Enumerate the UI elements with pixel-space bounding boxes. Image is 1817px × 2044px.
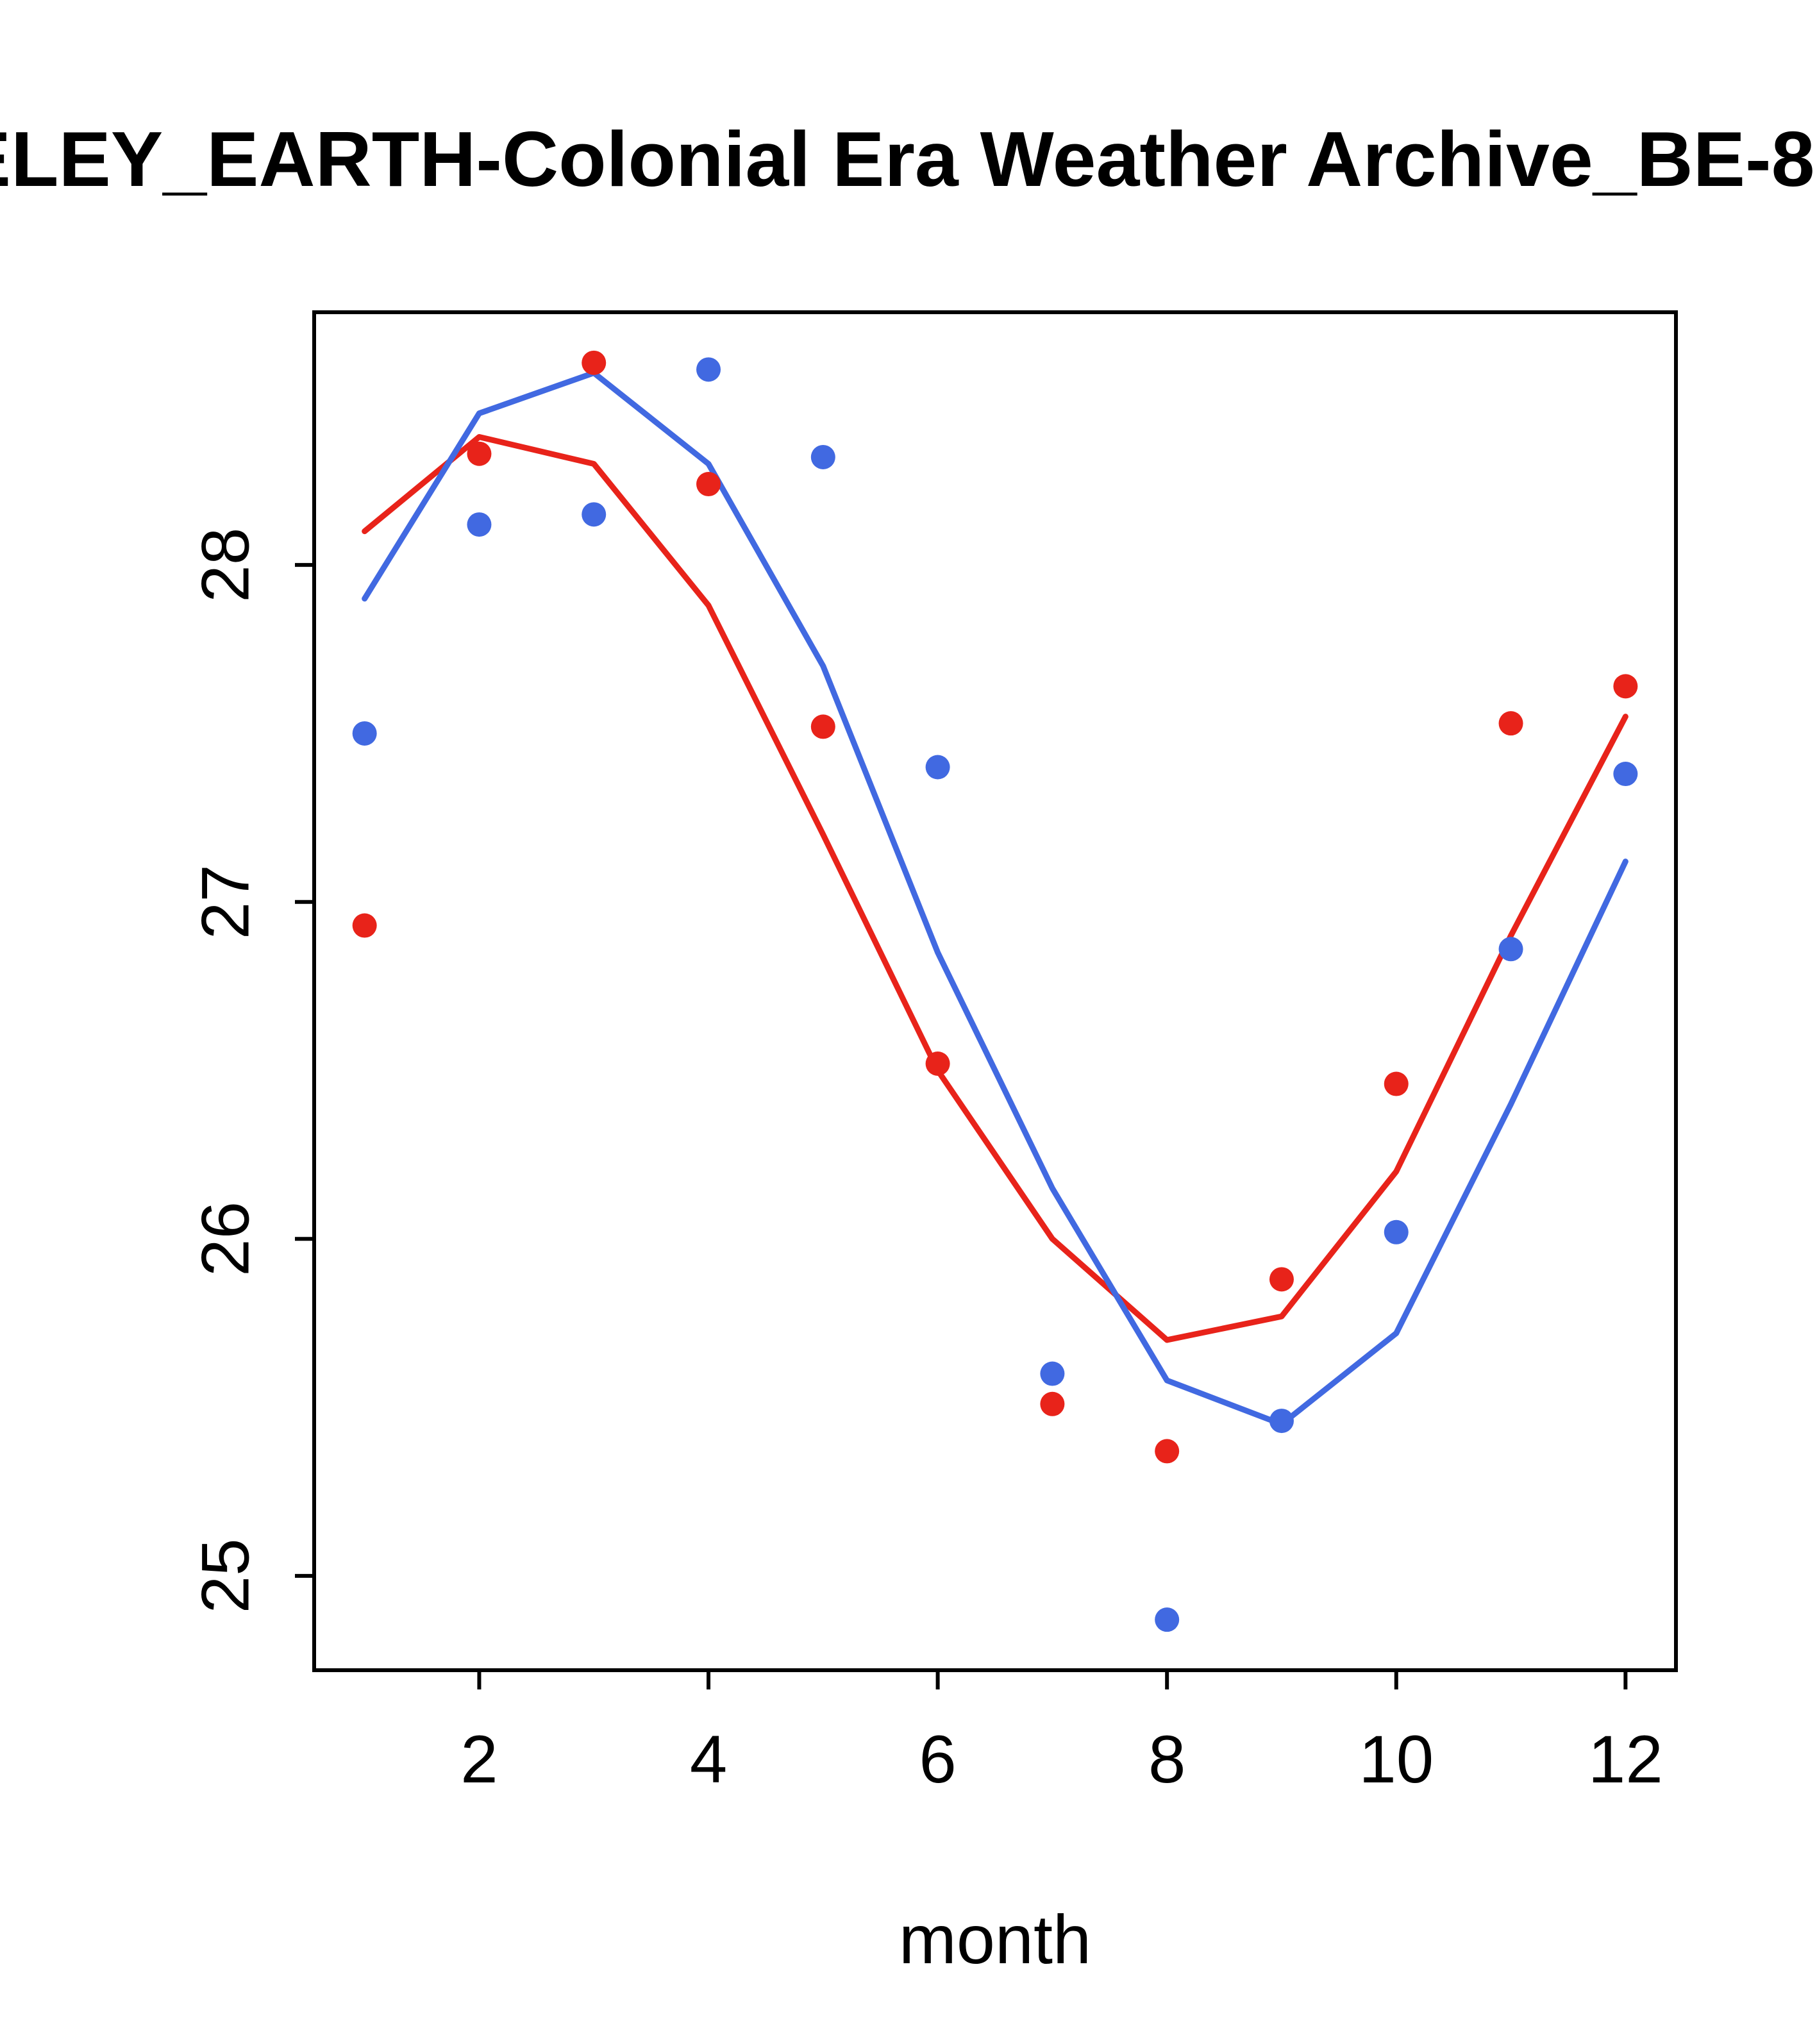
x-tick-label: 2 [460,1722,498,1797]
blue-points-point [352,721,377,746]
blue-points-point [925,755,950,780]
y-tick-label: 27 [188,864,264,939]
y-tick-label: 25 [188,1538,264,1613]
red-points-point [1498,711,1523,736]
y-tick-label: 26 [188,1202,264,1277]
blue-points-point [1498,937,1523,962]
red-points-point [1384,1071,1409,1096]
x-axis-label: month [899,1900,1091,1978]
blue-points-point [1155,1607,1180,1632]
blue-points-point [467,512,492,537]
blue-points-point [1269,1409,1294,1434]
plot-layer: 2 4 6 8 10 12 25 26 27 28 [188,310,1678,1797]
red-points-point [696,472,721,497]
red-points-point [1269,1267,1294,1292]
x-tick-label: 6 [919,1722,956,1797]
x-tick-label: 4 [690,1722,727,1797]
blue-points-point [582,502,607,527]
red-points-point [1155,1439,1180,1464]
blue-points-point [1384,1219,1409,1244]
red-line [362,433,1629,1343]
blue-points-point [1613,762,1638,787]
red-points-point [467,441,492,466]
x-tick-label: 8 [1148,1722,1185,1797]
blue-line [362,370,1629,1427]
chart-title: ELEY_EARTH-Colonial Era Weather Archive_… [0,115,1817,203]
red-points-point [1613,674,1638,699]
plot-box [312,310,1678,1672]
x-tick-label: 12 [1588,1722,1663,1797]
red-points-point [810,714,835,739]
x-tick-label: 10 [1359,1722,1434,1797]
red-points-point [352,913,377,938]
red-points-point [1040,1391,1065,1416]
red-points-point [925,1051,950,1076]
y-tick-label: 28 [188,528,264,603]
red-points-point [582,350,607,375]
blue-points-point [1040,1361,1065,1386]
blue-points-point [810,444,835,469]
blue-points-point [696,357,721,382]
